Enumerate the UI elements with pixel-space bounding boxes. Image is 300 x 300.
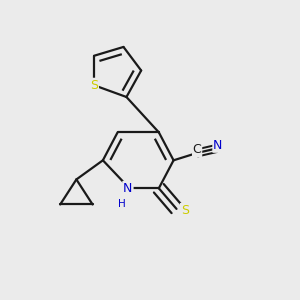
Text: H: H: [118, 200, 126, 209]
Text: N: N: [123, 182, 133, 195]
Text: S: S: [181, 204, 189, 217]
Text: N: N: [213, 139, 222, 152]
Text: C: C: [193, 143, 202, 157]
Text: S: S: [90, 79, 98, 92]
